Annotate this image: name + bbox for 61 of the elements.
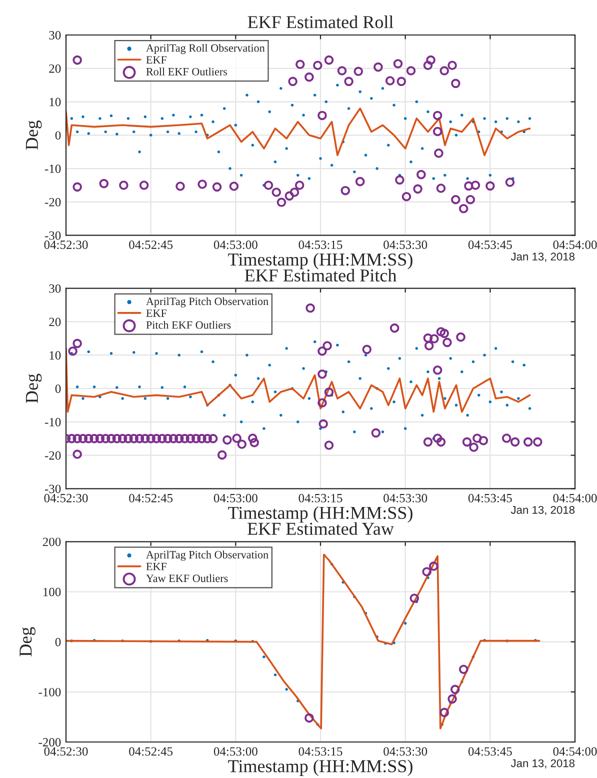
y-tick-label: 200 — [42, 538, 61, 546]
x-tick-label: 04:52:45 — [129, 240, 173, 250]
x-tick-label: 04:52:45 — [129, 747, 173, 756]
legend-label: EKF — [146, 56, 167, 64]
legend-label: AprilTag Roll Observation — [146, 44, 265, 54]
y-axis-title: Deg — [20, 627, 36, 656]
y-tick-label: -30 — [44, 484, 61, 494]
y-tick-label: 0 — [55, 384, 61, 393]
chart-title: EKF Estimated Roll — [248, 16, 394, 28]
x-tick-label: 04:54:00 — [553, 747, 597, 756]
x-tick-label: 04:53:00 — [214, 747, 258, 756]
y-tick-label: 20 — [49, 318, 61, 326]
x-tick-label: 04:52:30 — [44, 494, 88, 502]
y-tick-label: 30 — [49, 284, 61, 293]
y-tick-label: -200 — [38, 738, 61, 746]
y-tick-label: -30 — [44, 231, 61, 240]
x-tick-label: 04:54:00 — [553, 240, 597, 250]
legend-label: AprilTag Pitch Observation — [146, 297, 268, 308]
x-axis-title: Timestamp (HH:MM:SS) — [228, 760, 412, 776]
y-tick-label: -20 — [44, 198, 61, 206]
x-tick-label: 04:54:00 — [553, 494, 597, 502]
x-tick-label: 04:52:30 — [44, 747, 88, 756]
y-axis-title: Deg — [26, 120, 42, 150]
x-tick-label: 04:53:45 — [468, 494, 512, 502]
y-tick-label: 30 — [49, 31, 61, 40]
y-tick-label: 0 — [55, 131, 61, 140]
y-tick-label: -100 — [38, 688, 61, 696]
chart-title: EKF Estimated Yaw — [248, 522, 394, 535]
x-axis-title: Timestamp (HH:MM:SS) — [228, 252, 412, 270]
y-tick-label: 0 — [55, 638, 61, 646]
x-tick-label: 04:53:15 — [298, 494, 342, 502]
text: Jan 13, 2018 — [510, 759, 575, 768]
y-tick-label: -10 — [44, 418, 61, 426]
x-tick-label: 04:53:30 — [384, 240, 428, 250]
legend-label: Yaw EKF Outliers — [146, 574, 228, 582]
y-axis-title: Deg — [26, 374, 42, 404]
legend-label: Roll EKF Outliers — [146, 68, 228, 76]
x-tick-label: 04:52:45 — [129, 494, 173, 502]
y-tick-label: 10 — [50, 98, 61, 106]
y-tick-label: 100 — [43, 588, 61, 596]
text: Jan 13, 2018 — [510, 506, 575, 516]
x-tick-label: 04:53:00 — [214, 240, 258, 250]
x-tick-label: 04:53:30 — [384, 494, 428, 502]
x-tick-label: 04:53:15 — [298, 240, 342, 250]
x-tick-label: 04:53:15 — [298, 747, 342, 756]
y-tick-label: 20 — [49, 64, 61, 73]
chart-title: EKF Estimated Pitch — [244, 268, 396, 282]
x-tick-label: 04:53:30 — [384, 747, 428, 756]
y-tick-label: -10 — [44, 164, 61, 174]
legend-label: EKF — [146, 310, 167, 317]
x-tick-label: 04:53:45 — [468, 747, 512, 756]
legend-label: EKF — [146, 562, 167, 570]
legend-label: AprilTag Pitch Observation — [146, 550, 268, 561]
x-axis-title: Timestamp (HH:MM:SS) — [228, 506, 412, 523]
y-tick-label: -20 — [44, 451, 61, 460]
x-tick-label: 04:53:00 — [214, 494, 258, 502]
x-tick-label: 04:52:30 — [44, 240, 88, 250]
y-tick-label: 10 — [50, 351, 61, 360]
legend-label: Pitch EKF Outliers — [146, 320, 231, 329]
text: Jan 13, 2018 — [510, 252, 575, 262]
x-tick-label: 04:53:45 — [468, 240, 512, 250]
